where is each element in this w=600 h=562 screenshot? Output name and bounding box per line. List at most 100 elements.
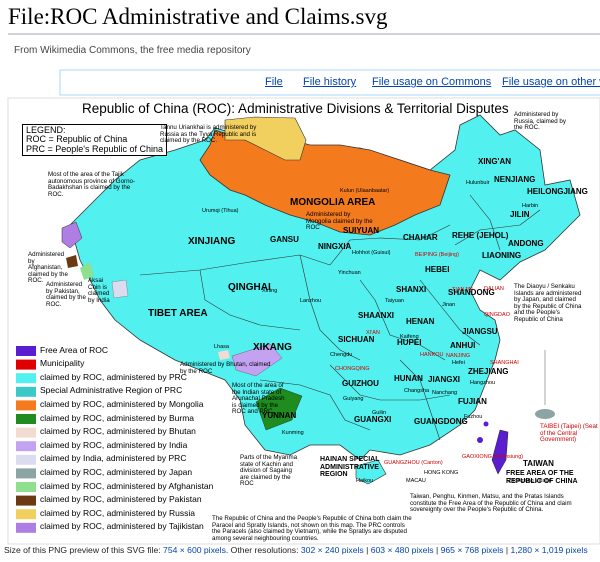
city-label: Yinchuan — [338, 270, 361, 276]
city-label: Hulunbuir — [466, 180, 490, 186]
legend-box-line: PRC = People's Republic of China — [26, 143, 164, 154]
tuva-area — [224, 116, 307, 161]
gorno-badakhshan — [61, 221, 83, 249]
legend-label: claimed by ROC, administered by India — [40, 439, 188, 450]
legend-swatches — [16, 346, 36, 533]
region-label: HAINAN SPECIAL ADMINISTRATIVE REGION — [320, 456, 380, 479]
separator: | — [366, 545, 369, 555]
city-label: Changsha — [404, 388, 430, 394]
legend-label: Free Area of ROC — [40, 344, 109, 355]
city-label: Nanchang — [432, 390, 458, 396]
city-label: Fuzhou — [464, 414, 483, 420]
region-label: XIKANG — [253, 342, 292, 353]
legend-box-line: LEGEND: — [26, 125, 66, 135]
city-label: Lanzhou — [300, 298, 322, 304]
legend-box-line: ROC = Republic of China — [26, 134, 128, 145]
resolution-link[interactable]: 302 × 240 pixels — [300, 545, 364, 555]
legend-swatch — [16, 346, 36, 356]
region-label: HUPEI — [397, 338, 422, 347]
city-label: XI'AN — [366, 330, 380, 336]
pakistan-area — [80, 262, 94, 280]
region-label: JIANGSU — [462, 327, 498, 336]
region-label: JIANGXI — [428, 375, 461, 384]
city-label: Kaifeng — [400, 334, 419, 340]
region-label: SICHUAN — [338, 335, 375, 344]
legend-label: claimed by India, administered by PRC — [40, 453, 187, 464]
region-label: YUNNAN — [262, 411, 297, 420]
legend-label: Municipality — [40, 358, 85, 369]
region-label: SHAANXI — [358, 311, 395, 320]
tab[interactable]: File history — [303, 76, 357, 88]
region-label: HUNAN — [394, 374, 423, 383]
resolution-link[interactable]: 603 × 480 pixels — [370, 545, 434, 555]
separator: | — [505, 545, 509, 555]
legend-label: claimed by ROC, administered by Russia — [40, 507, 195, 518]
city-label: Xining — [262, 288, 278, 294]
region-label: JILIN — [510, 210, 530, 219]
region-label: GUANGDONG — [414, 417, 468, 426]
legend-label: claimed by ROC, administered by PRC — [40, 371, 187, 382]
burma-area — [255, 387, 303, 431]
legend-label: claimed by ROC, administered by Mongolia — [40, 398, 204, 409]
legend-label: claimed by ROC, administered by Burma — [40, 412, 195, 423]
annotation: Taiwan, Penghu, Kinmen, Matsu, and the P… — [410, 493, 572, 513]
resolution-link[interactable]: 965 × 768 pixels — [440, 545, 504, 555]
region-label: REHE (JEHOL) — [452, 231, 509, 240]
footer-text: Size of this PNG preview of this SVG fil… — [4, 545, 161, 555]
legend-label: claimed by ROC, administered by Bhutan — [40, 426, 196, 437]
region-label: TIBET AREA — [148, 308, 208, 319]
city-label: DALIAN — [484, 286, 504, 292]
annotation: Most of the area of the Indian state of … — [232, 382, 285, 415]
legend-swatch — [16, 495, 36, 506]
legend-label: Special Administrative Region of PRC — [40, 385, 183, 396]
legend-swatch — [16, 359, 36, 370]
region-label: FUJIAN — [458, 397, 487, 406]
tab[interactable]: File usage on other wi — [502, 76, 600, 88]
tab[interactable]: File — [265, 76, 283, 88]
legend-swatch — [16, 509, 36, 520]
footer-other: . Other resolutions: — [225, 545, 299, 555]
tab-bar — [59, 69, 600, 96]
map-title: Republic of China (ROC): Administrative … — [82, 101, 509, 116]
city-label: Zhongxing Village — [508, 478, 552, 484]
city-label: BEIPING (Beijing) — [415, 252, 460, 258]
region-label: ANDONG — [508, 239, 544, 248]
hainan — [355, 459, 387, 485]
kinmen — [477, 437, 483, 443]
city-label: Haikou — [356, 478, 374, 484]
footer: Size of this PNG preview of this SVG fil… — [4, 545, 588, 555]
city-label: NANJING — [446, 353, 471, 359]
resolution-link[interactable]: 1,280 × 1,019 pixels — [510, 545, 588, 555]
legend-label: claimed by ROC, administered by Afghanis… — [40, 480, 214, 491]
region-label: SHANXI — [396, 285, 427, 294]
region-label: HEBEI — [425, 265, 450, 274]
city-label: Hohhot (Guisui) — [352, 250, 391, 256]
city-label: Guilin — [372, 410, 387, 416]
annotation: Administered by Mongolia claimed by the … — [306, 211, 373, 231]
preview-link[interactable]: 754 × 600 pixels — [163, 545, 226, 555]
region-label: ZHEJIANG — [468, 367, 509, 376]
city-label: HANKOU — [420, 352, 444, 358]
annotation: Most of the area of the Tajik autonomous… — [48, 171, 136, 198]
city-label: TIANJIN — [452, 287, 473, 293]
legend-swatch — [16, 522, 36, 533]
region-label: GUIZHOU — [342, 379, 379, 388]
city-label: Guiyang — [343, 396, 364, 402]
region-label: NINGXIA — [318, 242, 352, 251]
tab[interactable]: File usage on Commons — [372, 76, 492, 88]
region-label: LIAONING — [482, 251, 522, 260]
city-label: Kunming — [282, 430, 304, 436]
region-label: XING'AN — [478, 157, 512, 166]
city-label: Hefei — [452, 360, 465, 366]
separator: | — [435, 545, 439, 555]
city-label: SHANGHAI — [490, 360, 519, 366]
region-label: MONGOLIA AREA — [290, 197, 376, 208]
annotation: The Republic of China and the People's R… — [212, 515, 412, 542]
annotation: Parts of the Myanma state of Kachin and … — [240, 454, 298, 487]
bhutan-area — [218, 350, 230, 360]
province-borders — [139, 194, 541, 441]
annotation: Administered by Bhutan, claimed by the R… — [180, 361, 271, 375]
region-label: HENAN — [406, 317, 435, 326]
